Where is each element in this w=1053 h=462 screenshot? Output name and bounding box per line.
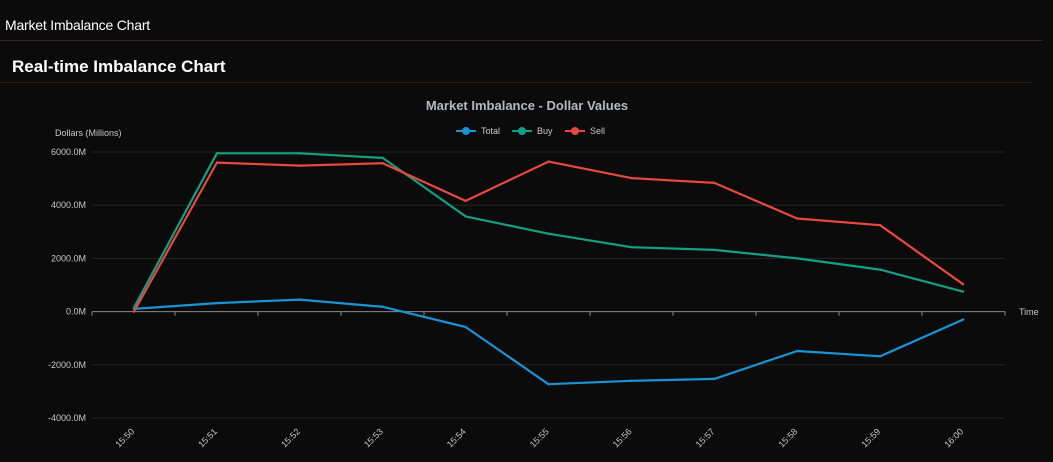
- data-point-sell: [132, 310, 136, 313]
- y-tick-label: 6000.0M: [51, 147, 86, 157]
- data-point-sell: [215, 161, 219, 164]
- data-point-total: [381, 305, 384, 309]
- data-point-total: [878, 355, 882, 358]
- data-point-buy: [961, 290, 965, 293]
- data-point-sell: [878, 223, 882, 227]
- data-point-total: [630, 379, 633, 382]
- data-point-sell: [796, 217, 799, 220]
- legend-swatch-dot: [571, 127, 579, 135]
- data-point-buy: [796, 257, 799, 260]
- data-point-sell: [298, 164, 301, 167]
- x-tick-label: 15:58: [776, 426, 799, 449]
- legend-item-total[interactable]: Total: [456, 126, 500, 136]
- x-axis-label: Time: [1019, 307, 1039, 317]
- x-tick-label: 15:55: [528, 426, 551, 449]
- top-bar: Market Imbalance Chart: [0, 0, 1043, 41]
- data-point-buy: [547, 232, 550, 235]
- data-point-buy: [878, 268, 882, 271]
- x-tick-label: 16:00: [942, 426, 965, 449]
- legend-swatch-dot: [462, 127, 470, 135]
- data-point-sell: [464, 199, 467, 203]
- chart-title: Market Imbalance - Dollar Values: [426, 98, 628, 113]
- data-point-sell: [381, 161, 384, 165]
- data-point-buy: [132, 306, 136, 309]
- legend[interactable]: Total Buy Sell: [456, 126, 605, 136]
- data-point-total: [215, 301, 219, 305]
- y-tick-label: -2000.0M: [48, 360, 86, 370]
- data-point-sell: [630, 176, 633, 180]
- y-axis-label: Dollars (Millions): [55, 128, 122, 138]
- legend-label: Sell: [590, 126, 605, 136]
- x-tick-label: 15:50: [113, 426, 136, 449]
- data-point-buy: [630, 246, 633, 249]
- data-point-sell: [961, 283, 965, 286]
- panel-header: Real-time Imbalance Chart: [0, 41, 1032, 83]
- y-tick-label: 0.0M: [66, 307, 86, 317]
- grid-layer: [92, 151, 1005, 419]
- legend-label: Buy: [537, 126, 553, 136]
- data-point-total: [464, 325, 467, 329]
- x-tick-label: 15:54: [445, 426, 468, 449]
- data-point-total: [796, 349, 799, 353]
- data-point-total: [713, 377, 716, 381]
- axis-layer: -4000.0M -2000.0M 0.0M 2000.0M 4000.0M 6000.0…: [48, 147, 1006, 449]
- data-point-buy: [381, 156, 384, 160]
- data-point-total: [298, 298, 301, 301]
- legend-item-buy[interactable]: Buy: [512, 126, 553, 136]
- y-tick-label: 2000.0M: [51, 253, 86, 263]
- series-layer: [132, 152, 965, 386]
- legend-item-sell[interactable]: Sell: [565, 126, 605, 136]
- panel-title: Real-time Imbalance Chart: [12, 57, 226, 76]
- x-tick-label: 15:59: [859, 426, 882, 449]
- data-point-sell: [547, 160, 550, 163]
- y-tick-label: 4000.0M: [51, 200, 86, 210]
- data-point-buy: [298, 152, 301, 155]
- x-tick-label: 15:57: [694, 426, 717, 449]
- legend-swatch-dot: [518, 127, 526, 135]
- legend-label: Total: [481, 126, 500, 136]
- series-line-buy: [132, 152, 965, 309]
- y-tick-label: -4000.0M: [48, 413, 86, 423]
- x-tick-label: 15:56: [611, 426, 634, 449]
- data-point-buy: [713, 248, 716, 252]
- x-tick-label: 15:52: [279, 426, 302, 449]
- series-line-sell: [132, 160, 965, 313]
- app-title: Market Imbalance Chart: [5, 17, 150, 33]
- data-point-total: [547, 383, 550, 386]
- x-tick-label: 15:51: [196, 426, 219, 449]
- data-point-sell: [713, 181, 716, 185]
- data-point-buy: [464, 215, 467, 218]
- x-tick-label: 15:53: [362, 426, 385, 449]
- data-point-buy: [215, 152, 219, 155]
- data-point-total: [961, 318, 965, 321]
